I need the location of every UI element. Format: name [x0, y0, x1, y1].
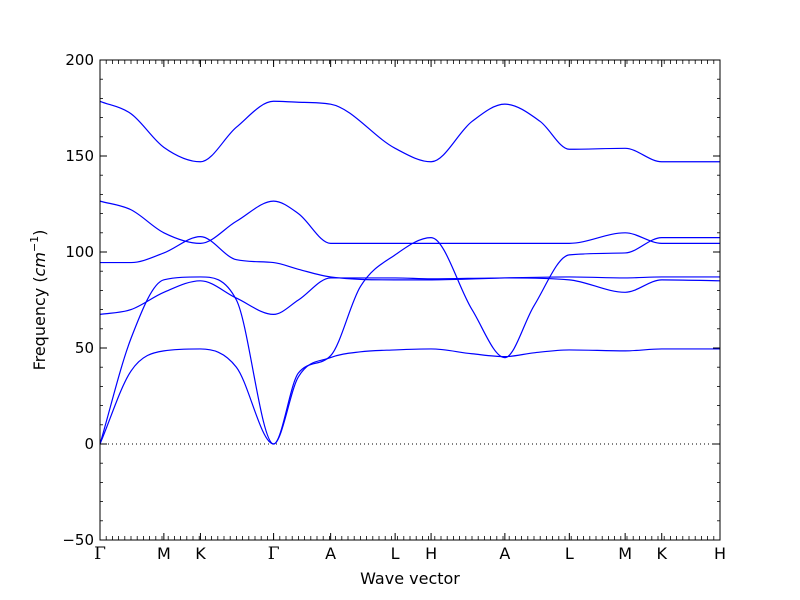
- y-tick-label: 0: [84, 435, 94, 453]
- kpoint-label-gamma: Γ: [94, 544, 106, 564]
- y-axis-label-text: Frequency (: [30, 276, 49, 370]
- y-axis-label-unit: cm: [30, 252, 49, 276]
- phonon-branch-6: [99, 100, 720, 163]
- y-axis-label: Frequency (cm−1): [28, 230, 49, 371]
- y-axis-label-close: ): [30, 230, 49, 236]
- kpoint-label-h: H: [714, 544, 726, 563]
- kpoint-label-l: L: [391, 544, 400, 563]
- kpoint-label-k: K: [656, 544, 667, 563]
- ticks-layer: [99, 59, 721, 541]
- y-tick-label: 100: [65, 243, 94, 261]
- y-tick-label: 50: [75, 339, 94, 357]
- y-tick-label: 150: [65, 147, 94, 165]
- phonon-branch-5: [99, 200, 720, 244]
- kpoint-label-m: M: [618, 544, 632, 563]
- y-tick-label: −50: [62, 531, 94, 549]
- x-axis-label: Wave vector: [360, 569, 460, 588]
- kpoint-label-m: M: [157, 544, 171, 563]
- kpoint-label-k: K: [195, 544, 206, 563]
- series-layer: [99, 100, 721, 445]
- kpoint-label-a: A: [325, 544, 336, 563]
- kpoint-label-l: L: [565, 544, 574, 563]
- labels-layer: −50 0 50 100 150 200 Γ M K Γ A L H A L M K H: [62, 51, 726, 564]
- phonon-branch-1: [99, 348, 720, 445]
- plot-frame: [99, 59, 721, 541]
- y-axis-label-exponent: −1: [28, 236, 41, 252]
- kpoint-label-h: H: [425, 544, 437, 563]
- kpoint-label-a: A: [499, 544, 510, 563]
- y-tick-label: 200: [65, 51, 94, 69]
- phonon-branch-4: [100, 236, 720, 281]
- kpoint-label-gamma: Γ: [268, 544, 280, 564]
- phonon-branch-2: [99, 236, 720, 445]
